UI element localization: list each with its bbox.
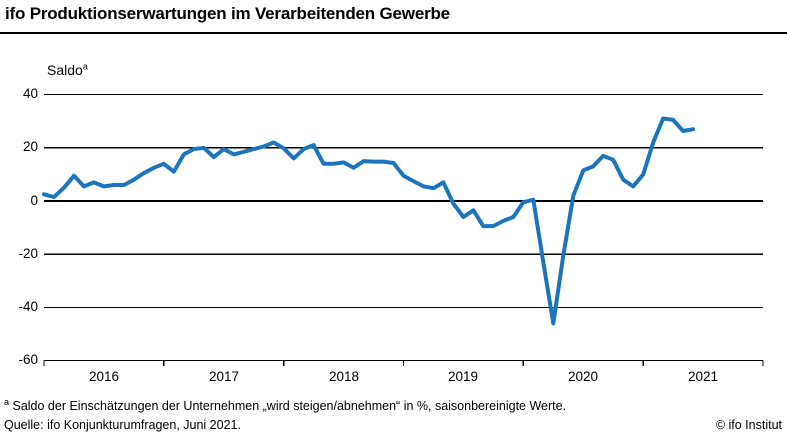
x-tick-label-2016: 2016 <box>88 369 120 384</box>
page-title: ifo Produktionserwartungen im Verarbeite… <box>5 4 450 23</box>
x-tick-label-2021: 2021 <box>687 369 719 384</box>
x-tick-label-2018: 2018 <box>328 369 360 384</box>
y-tick-label-0: 0 <box>30 193 38 208</box>
x-tick-label-2017: 2017 <box>208 369 240 384</box>
footnote-superscript: a <box>4 396 10 407</box>
series-line <box>42 116 696 326</box>
saldo-superscript: a <box>82 61 88 72</box>
footnote: a Saldo der Einschätzungen der Unternehm… <box>4 396 567 413</box>
y-tick-label-m40: -40 <box>18 299 38 314</box>
x-tick-label-2019: 2019 <box>447 369 479 384</box>
y-tick-label-m60: -60 <box>18 352 38 367</box>
y-axis-unit-label: Saldoa <box>47 61 88 78</box>
copyright-note: © ifo Institut <box>715 418 782 432</box>
source-note: Quelle: ifo Konjunkturumfragen, Juni 202… <box>4 418 241 432</box>
y-tick-label-m20: -20 <box>18 246 38 261</box>
title-divider <box>0 32 787 35</box>
x-tick-label-2020: 2020 <box>567 369 599 384</box>
y-tick-label-20: 20 <box>22 139 38 154</box>
y-tick-label-40: 40 <box>22 86 38 101</box>
